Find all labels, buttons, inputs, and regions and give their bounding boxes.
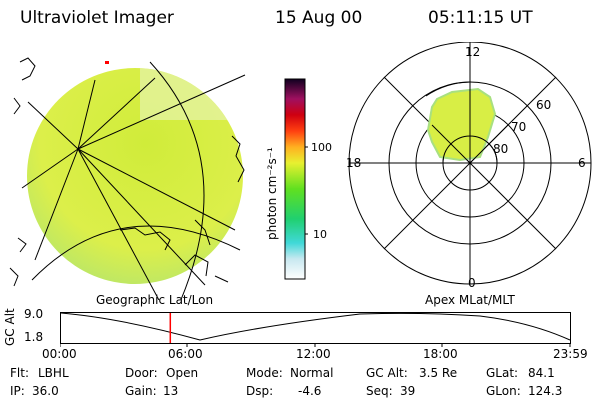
door-value: Open [166, 366, 199, 380]
gcalt-label: GC Alt: [366, 366, 408, 380]
flt-label: Flt: [10, 366, 29, 380]
mode-label: Mode: [246, 366, 283, 380]
gcalt-value: 3.5 Re [419, 366, 458, 380]
auroral-oval [426, 87, 497, 162]
time-tick-0600: 06:00 [168, 347, 203, 361]
glon-label: GLon: [486, 384, 521, 398]
seq-label: Seq: [366, 384, 393, 398]
coastline-outside [9, 57, 245, 287]
altitude-curve [60, 312, 571, 341]
flt-value: LBHL [38, 366, 69, 380]
gain-label: Gain: [125, 384, 157, 398]
gc-alt-tick-1-8: 1.8 [24, 330, 44, 344]
mode-value: Normal [290, 366, 334, 380]
time-label: 05:11:15 UT [428, 8, 533, 28]
time-tick-1800: 18:00 [423, 347, 458, 361]
gc-alt-tick-9: 9.0 [24, 307, 44, 321]
seq-value: 39 [400, 384, 416, 398]
lat-label-80: 80 [493, 142, 509, 156]
uv-image-panel [9, 57, 246, 300]
time-tick-1200: 12:00 [296, 347, 331, 361]
glat-value: 84.1 [528, 366, 555, 380]
time-tick-0000: 00:00 [42, 347, 77, 361]
dsp-value: -4.6 [298, 384, 322, 398]
colorbar [284, 78, 308, 280]
glon-value: 124.3 [528, 384, 563, 398]
gc-alt-axis-label: GC Alt [3, 308, 17, 346]
glat-label: GLat: [486, 366, 519, 380]
ip-label: IP: [10, 384, 25, 398]
geo-label: Geographic Lat/Lon [96, 293, 214, 307]
mlt-label-0: 0 [468, 276, 476, 290]
geo-grid [21, 61, 246, 300]
colorbar-tick-10: 10 [313, 228, 327, 241]
polar-grid-overlay [425, 81, 509, 164]
apex-label: Apex MLat/MLT [425, 293, 515, 307]
edge-pixel [105, 61, 109, 64]
coastline [119, 219, 211, 251]
mlt-label-12: 12 [465, 45, 481, 59]
lat-label-70: 70 [511, 120, 527, 134]
colorbar-tick-100: 100 [311, 141, 332, 154]
altitude-strip [60, 312, 571, 347]
door-label: Door: [125, 366, 158, 380]
dsp-label: Dsp: [246, 384, 274, 398]
time-tick-2359: 23:59 [553, 347, 588, 361]
colorbar-unit-label: photon cm⁻²s⁻¹ [265, 147, 279, 240]
polar-plot [348, 42, 592, 285]
ip-value: 36.0 [32, 384, 59, 398]
gain-value: 13 [163, 384, 179, 398]
lat-label-60: 60 [536, 98, 552, 112]
mlt-label-6: 6 [578, 156, 586, 170]
instrument-title: Ultraviolet Imager [20, 8, 174, 28]
mlt-label-18: 18 [346, 156, 362, 170]
date-label: 15 Aug 00 [275, 8, 363, 28]
